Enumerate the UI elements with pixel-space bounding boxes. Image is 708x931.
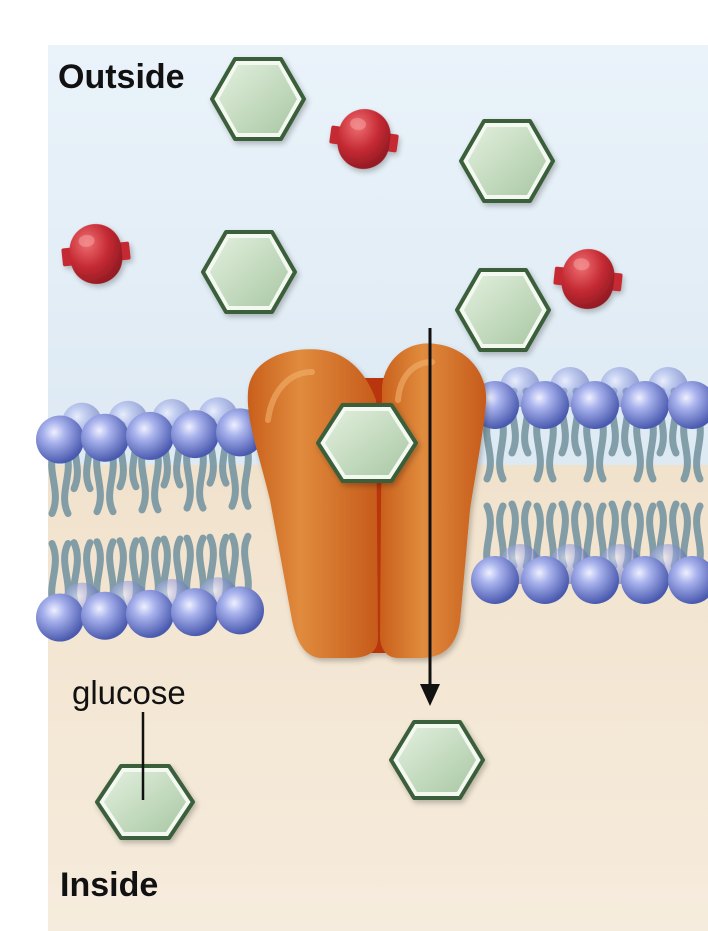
transport-arrow xyxy=(420,328,440,706)
glucose-molecule xyxy=(459,119,555,203)
phospholipid-head xyxy=(571,381,619,429)
inside-label: Inside xyxy=(60,866,159,904)
glucose-molecule xyxy=(210,57,306,141)
glucose-molecule-bound xyxy=(316,403,418,483)
phospholipid-head xyxy=(171,588,219,637)
red-solute-molecule xyxy=(329,109,399,169)
phospholipid-head xyxy=(668,556,708,604)
red-solute-molecule xyxy=(61,224,131,284)
glucose-molecule xyxy=(95,764,195,840)
phospholipid-head xyxy=(668,381,708,429)
phospholipid-head xyxy=(471,556,519,604)
glucose-molecule xyxy=(455,268,551,352)
glucose-molecule xyxy=(201,230,297,314)
phospholipid-head xyxy=(621,556,669,604)
phospholipid-head xyxy=(521,556,569,604)
red-solute-molecule xyxy=(553,249,623,309)
phospholipid-head xyxy=(81,413,129,462)
phospholipid-head xyxy=(216,586,264,635)
carrier-protein-right-subunit xyxy=(380,343,487,658)
outside-label: Outside xyxy=(58,58,185,96)
phospholipid-head xyxy=(126,589,174,638)
phospholipid-head xyxy=(521,381,569,429)
glucose-molecules xyxy=(95,57,555,840)
phospholipid-head xyxy=(126,411,174,460)
phospholipid-head xyxy=(36,593,84,642)
glucose-molecule xyxy=(389,720,485,800)
glucose-label: glucose xyxy=(72,674,186,711)
phospholipid-head xyxy=(571,556,619,604)
phospholipid-head xyxy=(171,410,219,459)
glucose-molecule-in-carrier xyxy=(316,403,418,483)
phospholipid-head xyxy=(36,415,84,464)
phospholipid-head xyxy=(621,381,669,429)
phospholipid-head xyxy=(81,591,129,640)
other-solute-molecules xyxy=(61,109,623,309)
phospholipid-heads xyxy=(36,367,708,642)
